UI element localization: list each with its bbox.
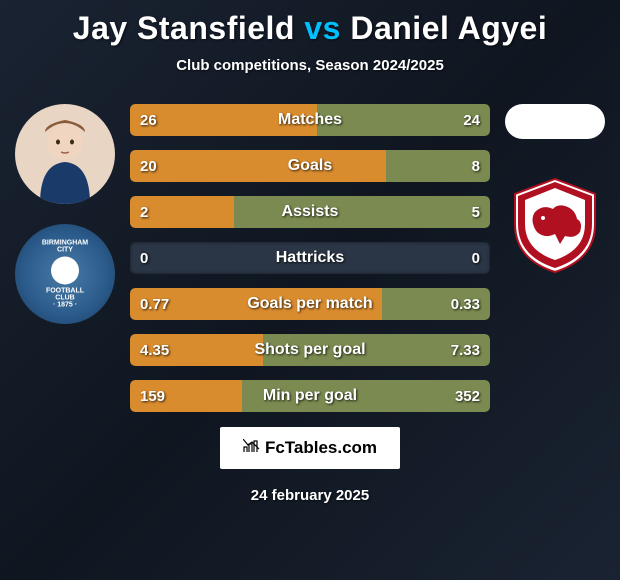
stat-row: 0.77Goals per match0.33 <box>130 288 490 320</box>
stat-label: Assists <box>130 196 490 228</box>
club1-name-line2: FOOTBALL CLUB <box>40 288 90 302</box>
ball-icon <box>51 257 79 285</box>
right-column <box>500 94 610 254</box>
stat-value-right: 0 <box>472 242 480 274</box>
stat-row: 26Matches24 <box>130 104 490 136</box>
stat-label: Matches <box>130 104 490 136</box>
left-column: BIRMINGHAM CITY FOOTBALL CLUB · 1875 · <box>10 94 120 324</box>
stat-value-right: 0.33 <box>451 288 480 320</box>
site-logo: FcTables.com <box>220 427 400 469</box>
club1-name-line1: BIRMINGHAM CITY <box>40 240 90 254</box>
stat-label: Goals <box>130 150 490 182</box>
stat-row: 20Goals8 <box>130 150 490 182</box>
player2-photo <box>505 104 605 139</box>
footer-date: 24 february 2025 <box>0 487 620 504</box>
vs-text: vs <box>304 10 341 46</box>
content: BIRMINGHAM CITY FOOTBALL CLUB · 1875 · 2… <box>0 94 620 412</box>
player2-name: Daniel Agyei <box>350 10 547 46</box>
stat-value-right: 5 <box>472 196 480 228</box>
stat-row: 2Assists5 <box>130 196 490 228</box>
player1-club-badge: BIRMINGHAM CITY FOOTBALL CLUB · 1875 · <box>15 224 115 324</box>
stat-value-right: 7.33 <box>451 334 480 366</box>
stat-label: Hattricks <box>130 242 490 274</box>
chart-icon <box>243 439 261 458</box>
stat-row: 0Hattricks0 <box>130 242 490 274</box>
stat-value-right: 8 <box>472 150 480 182</box>
stat-row: 4.35Shots per goal7.33 <box>130 334 490 366</box>
stat-label: Goals per match <box>130 288 490 320</box>
stat-value-right: 352 <box>455 380 480 412</box>
subtitle: Club competitions, Season 2024/2025 <box>0 57 620 74</box>
player1-name: Jay Stansfield <box>73 10 295 46</box>
stat-row: 159Min per goal352 <box>130 380 490 412</box>
stats-bars: 26Matches2420Goals82Assists50Hattricks00… <box>130 94 490 412</box>
stat-label: Min per goal <box>130 380 490 412</box>
comparison-title: Jay Stansfield vs Daniel Agyei <box>0 0 620 47</box>
stat-value-right: 24 <box>463 104 480 136</box>
player2-club-badge <box>505 174 605 254</box>
site-name: FcTables.com <box>265 438 377 458</box>
player1-photo <box>15 104 115 204</box>
stat-label: Shots per goal <box>130 334 490 366</box>
club1-year: · 1875 · <box>40 302 90 309</box>
